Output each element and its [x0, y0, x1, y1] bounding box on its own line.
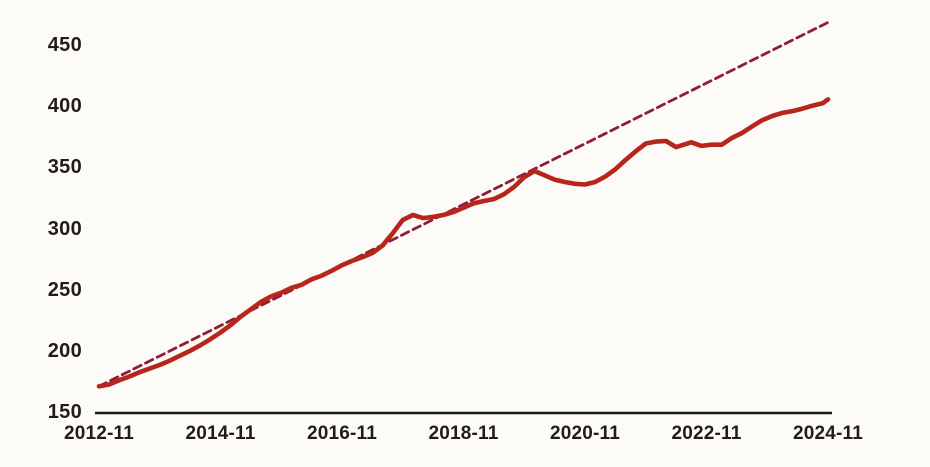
x-tick-label: 2020-11: [549, 423, 621, 444]
x-tick-label: 2018-11: [428, 423, 499, 444]
x-tick-label: 2022-11: [671, 423, 742, 444]
x-tick-label: 2016-11: [306, 423, 378, 444]
x-tick-label: 2014-11: [185, 423, 256, 444]
x-tick-label: 2012-11: [63, 423, 135, 444]
y-tick-label: 200: [47, 339, 82, 362]
y-tick-label: 400: [47, 95, 82, 118]
y-tick-label: 450: [47, 34, 82, 56]
y-tick-label: 150: [47, 401, 82, 423]
y-tick-label: 350: [47, 156, 82, 179]
trend-dashed-line: [97, 20, 830, 388]
y-tick-label: 250: [47, 278, 82, 301]
actual-series-line: [96, 97, 831, 389]
y-tick-label: 300: [47, 217, 82, 240]
x-tick-label: 2024-11: [792, 423, 864, 444]
